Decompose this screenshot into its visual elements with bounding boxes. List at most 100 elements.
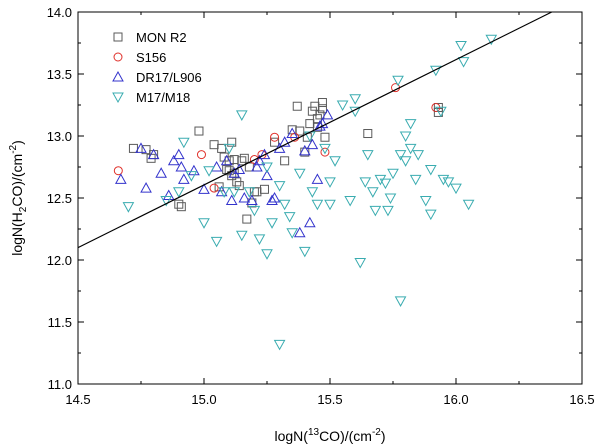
point-dr17-l906 (147, 148, 160, 160)
point-dr17-l906 (311, 173, 324, 184)
point-dr17-l906 (286, 127, 299, 139)
point-s156 (249, 155, 259, 165)
point-m17-m18 (424, 209, 437, 221)
point-dr17-l906 (114, 173, 127, 184)
point-m17-m18 (306, 187, 319, 198)
point-m17-m18 (382, 205, 394, 217)
point-mon-r2 (227, 137, 237, 147)
x-tick-label: 14.5 (65, 392, 90, 407)
point-m17-m18 (336, 100, 349, 112)
point-mon-r2 (305, 119, 315, 129)
point-m17-m18 (394, 296, 407, 307)
point-s156 (209, 183, 219, 193)
point-dr17-l906 (316, 117, 329, 129)
point-m17-m18 (387, 168, 399, 180)
x-axis-title: logN(13CO)/(cm-2) (274, 427, 385, 444)
legend-marker (112, 92, 124, 104)
legend-label: M17/M18 (136, 90, 190, 105)
point-m17-m18 (324, 199, 336, 211)
legend-label: DR17/L906 (136, 70, 202, 85)
point-mon-r2 (217, 143, 227, 153)
point-dr17-l906 (198, 183, 210, 194)
point-m17-m18 (392, 75, 404, 87)
point-s156 (113, 166, 123, 176)
y-tick-label: 14.0 (47, 5, 72, 20)
point-dr17-l906 (175, 160, 188, 172)
point-m17-m18 (243, 187, 256, 198)
point-m17-m18 (344, 195, 357, 207)
point-m17-m18 (122, 202, 135, 213)
point-m17-m18 (404, 143, 417, 155)
point-m17-m18 (354, 257, 367, 269)
point-m17-m18 (457, 57, 470, 68)
point-dr17-l906 (321, 108, 334, 120)
point-m17-m18 (273, 181, 286, 192)
point-mon-r2 (239, 153, 249, 163)
point-m17-m18 (369, 205, 382, 217)
y-axis-title: logN(H2CO)/(cm-2) (8, 140, 29, 256)
point-dr17-l906 (172, 148, 185, 160)
point-mon-r2 (320, 132, 330, 142)
point-m17-m18 (248, 205, 261, 217)
point-mon-r2 (141, 145, 151, 155)
point-m17-m18 (384, 193, 397, 205)
point-mon-r2 (280, 156, 290, 166)
point-m17-m18 (374, 174, 387, 186)
point-m17-m18 (235, 110, 248, 121)
point-mon-r2 (292, 101, 302, 111)
point-dr17-l906 (266, 194, 278, 205)
plot-frame (77, 11, 583, 385)
point-dr17-l906 (251, 160, 263, 172)
point-m17-m18 (283, 212, 296, 223)
y-tick-label: 11.5 (48, 315, 72, 330)
point-m17-m18 (450, 183, 462, 195)
point-s156 (196, 150, 206, 160)
point-dr17-l906 (268, 191, 281, 203)
point-dr17-l906 (220, 154, 233, 166)
point-mon-r2 (242, 214, 252, 224)
point-m17-m18 (424, 164, 437, 176)
x-tick-label: 16.5 (569, 392, 594, 407)
point-dr17-l906 (155, 167, 168, 178)
point-dr17-l906 (261, 169, 273, 181)
point-dr17-l906 (293, 226, 306, 238)
point-m17-m18 (379, 178, 392, 190)
axes: 14.5 15.0 15.5 16.0 16.5 11.0 11.5 12.0 12.5 13.0… (47, 5, 595, 407)
legend-label: S156 (136, 50, 166, 65)
point-dr17-l906 (253, 154, 266, 166)
point-m17-m18 (435, 106, 447, 118)
data-marks (113, 34, 498, 351)
point-m17-m18 (455, 40, 467, 52)
point-dr17-l906 (167, 154, 180, 166)
point-m17-m18 (261, 249, 273, 260)
point-m17-m18 (228, 187, 241, 198)
point-m17-m18 (394, 150, 407, 161)
point-m17-m18 (286, 228, 299, 239)
point-m17-m18 (185, 171, 198, 182)
legend-marker (112, 70, 124, 82)
point-m17-m18 (404, 119, 417, 130)
fit-line-group (77, 11, 553, 249)
point-m17-m18 (399, 156, 412, 167)
point-m17-m18 (203, 166, 215, 177)
y-tick-label: 11.0 (48, 377, 72, 392)
x-tick-label: 15.5 (317, 392, 342, 407)
y-tick-label: 13.5 (47, 67, 72, 82)
point-mon-r2 (433, 107, 443, 117)
point-mon-r2 (259, 184, 269, 194)
point-mon-r2 (317, 98, 327, 108)
point-m17-m18 (437, 174, 450, 186)
point-dr17-l906 (303, 216, 316, 228)
point-s156 (270, 132, 280, 142)
y-tick-label: 12.0 (47, 253, 72, 268)
y-tick-label: 13.0 (47, 129, 72, 144)
point-m17-m18 (198, 218, 210, 229)
point-m17-m18 (278, 199, 291, 211)
point-dr17-l906 (140, 182, 152, 193)
point-mon-r2 (295, 126, 305, 136)
point-m17-m18 (218, 187, 231, 198)
point-m17-m18 (419, 195, 432, 207)
point-m17-m18 (298, 246, 311, 258)
point-mon-r2 (209, 140, 219, 150)
